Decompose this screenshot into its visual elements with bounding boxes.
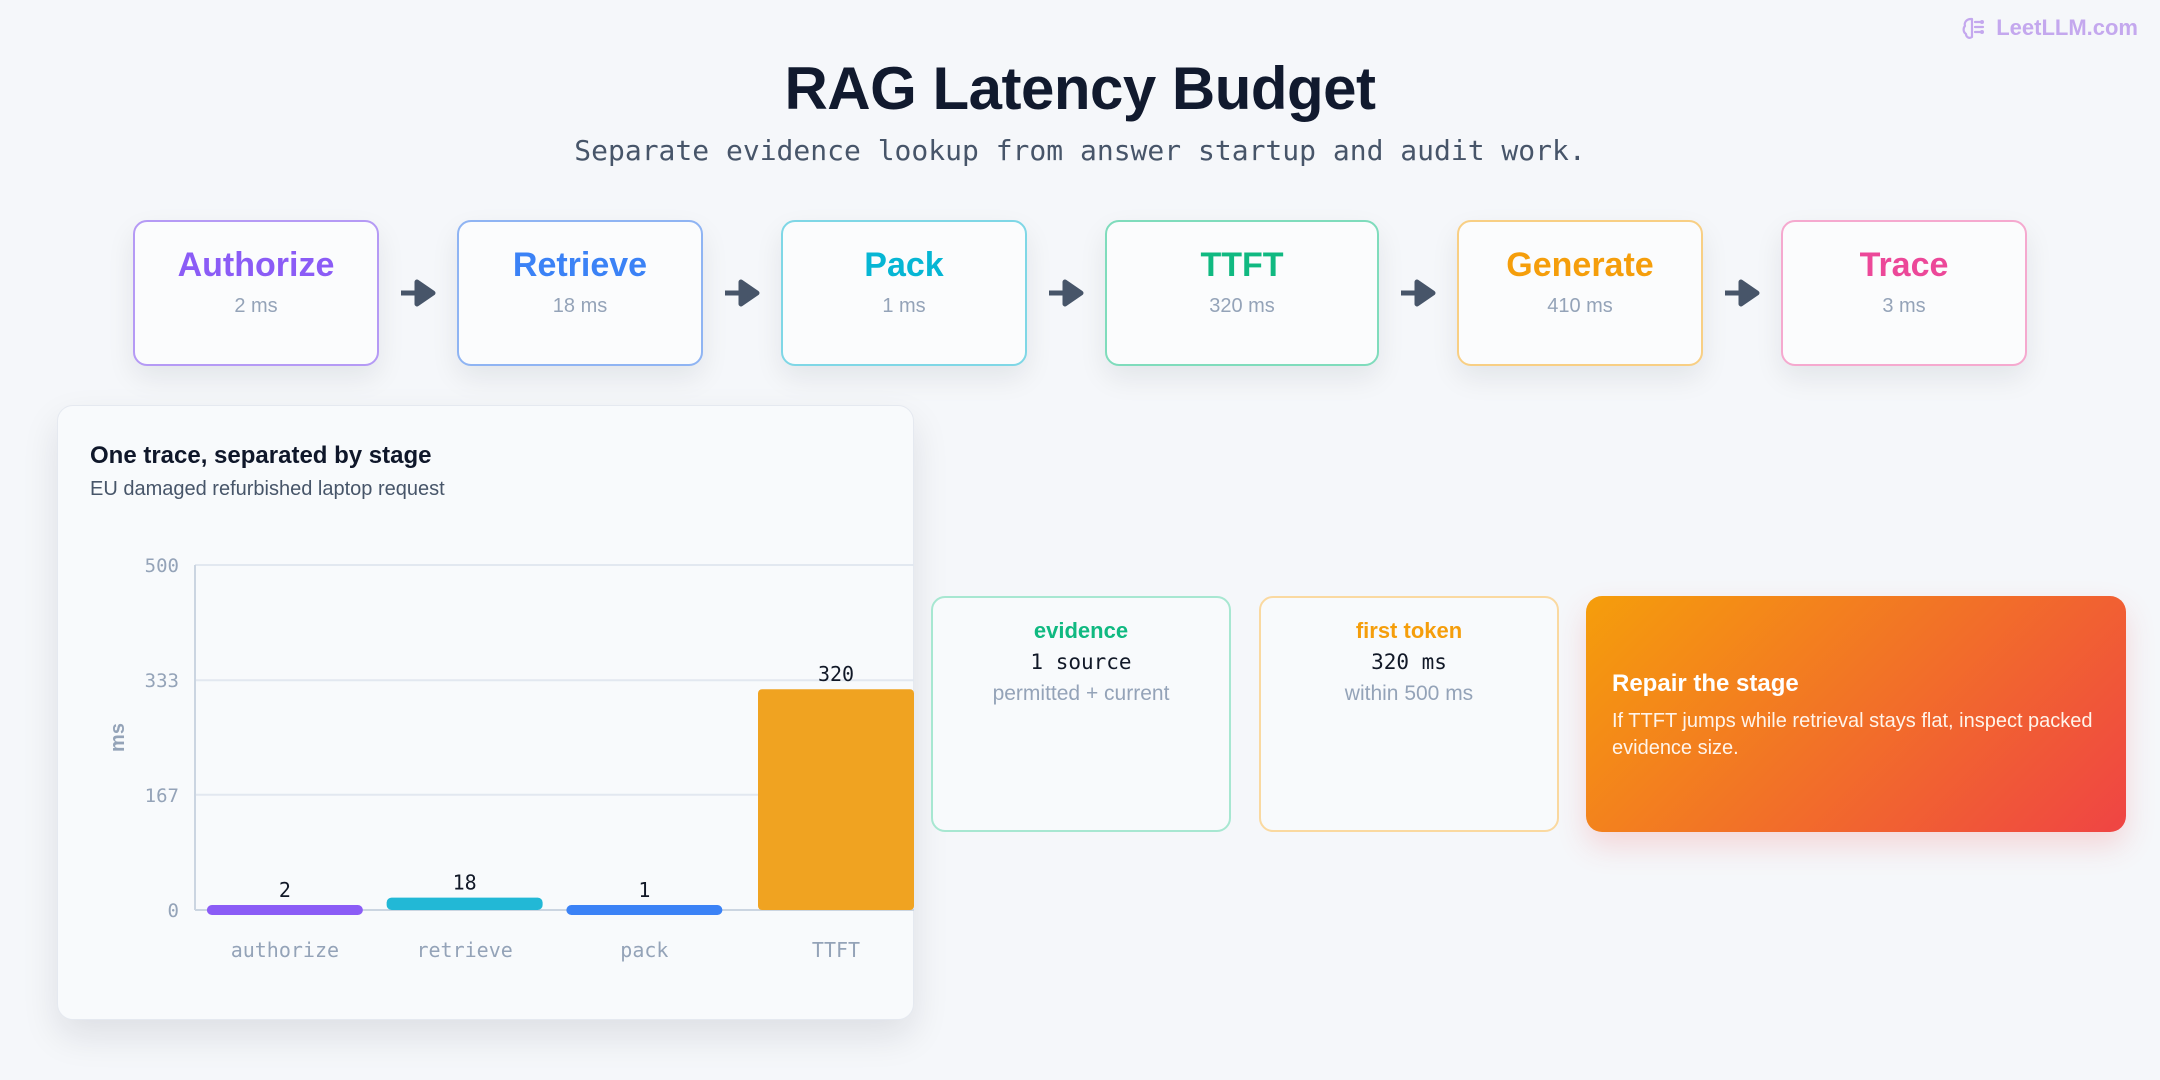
bar-value-label: 2: [279, 878, 291, 902]
arrow-right-icon: [725, 279, 760, 307]
metric-value: 320 ms: [1371, 650, 1447, 674]
stage-retrieve: Retrieve 18 ms: [457, 220, 703, 366]
y-tick-label: 500: [145, 555, 179, 577]
stage-latency: 410 ms: [1547, 295, 1613, 317]
arrow-right-icon: [401, 279, 436, 307]
panel-title: One trace, separated by stage: [90, 442, 432, 469]
trace-panel: One trace, separated by stage EU damaged…: [57, 405, 914, 1020]
stage-latency: 320 ms: [1209, 295, 1275, 317]
metric-heading: first token: [1355, 618, 1463, 643]
x-tick-label: pack: [620, 938, 668, 962]
arrow-right-icon: [1401, 279, 1436, 307]
bar-ttft: [758, 689, 914, 910]
metric-detail: within 500 ms: [1344, 682, 1474, 705]
y-tick-label: 167: [145, 785, 179, 807]
stage-name: TTFT: [1200, 246, 1284, 284]
stage-ttft: TTFT 320 ms: [1105, 220, 1379, 366]
y-tick-label: 0: [168, 900, 179, 922]
stage-name: Trace: [1859, 246, 1949, 284]
page-subtitle: Separate evidence lookup from answer sta…: [574, 134, 1586, 167]
stage-generate: Generate 410 ms: [1457, 220, 1703, 366]
stage-name: Pack: [864, 246, 944, 284]
bar-authorize: [206, 905, 363, 915]
stage-authorize: Authorize 2 ms: [133, 220, 379, 366]
metric-card-first-token: first token 320 ms within 500 ms: [1259, 596, 1559, 832]
bar-value-label: 320: [818, 662, 854, 686]
bar-value-label: 1: [638, 878, 650, 902]
y-tick-label: 333: [145, 670, 179, 692]
brand-logo: LeetLLM.com: [1960, 14, 2138, 42]
bar-pack: [566, 905, 723, 915]
repair-body: If TTFT jumps while retrieval stays flat…: [1612, 710, 2093, 759]
latency-bar-chart: 0 167 333 500 ms 2 authorize 18 retrieve 1 pack 320…: [107, 555, 914, 962]
stage-name: Authorize: [177, 246, 335, 284]
arrow-right-icon: [1049, 279, 1084, 307]
metric-value: 1 source: [1030, 650, 1132, 674]
stage-latency: 3 ms: [1882, 295, 1926, 317]
page-title: RAG Latency Budget: [784, 55, 1376, 122]
stage-latency: 2 ms: [234, 295, 278, 317]
stage-latency: 1 ms: [882, 295, 926, 317]
stage-name: Generate: [1506, 246, 1654, 284]
panel-subtitle: EU damaged refurbished laptop request: [90, 478, 445, 500]
stage-trace: Trace 3 ms: [1781, 220, 2027, 366]
metric-detail: permitted + current: [992, 682, 1170, 705]
stage-name: Retrieve: [512, 246, 648, 284]
metric-card-evidence: evidence 1 source permitted + current: [931, 596, 1231, 832]
stage-latency: 18 ms: [552, 295, 608, 317]
metric-heading: evidence: [1033, 618, 1129, 643]
repair-heading: Repair the stage: [1612, 670, 1799, 697]
brand-text: LeetLLM.com: [1996, 15, 2138, 40]
x-tick-label: authorize: [231, 938, 339, 962]
x-tick-label: retrieve: [416, 938, 512, 962]
y-axis-label: ms: [107, 723, 129, 752]
repair-callout: Repair the stage If TTFT jumps while ret…: [1586, 596, 2126, 832]
x-tick-label: TTFT: [812, 938, 860, 962]
stage-pack: Pack 1 ms: [781, 220, 1027, 366]
brain-icon: [1962, 17, 1985, 39]
bar-retrieve: [386, 897, 543, 910]
arrow-right-icon: [1725, 279, 1760, 307]
bar-value-label: 18: [453, 871, 477, 895]
